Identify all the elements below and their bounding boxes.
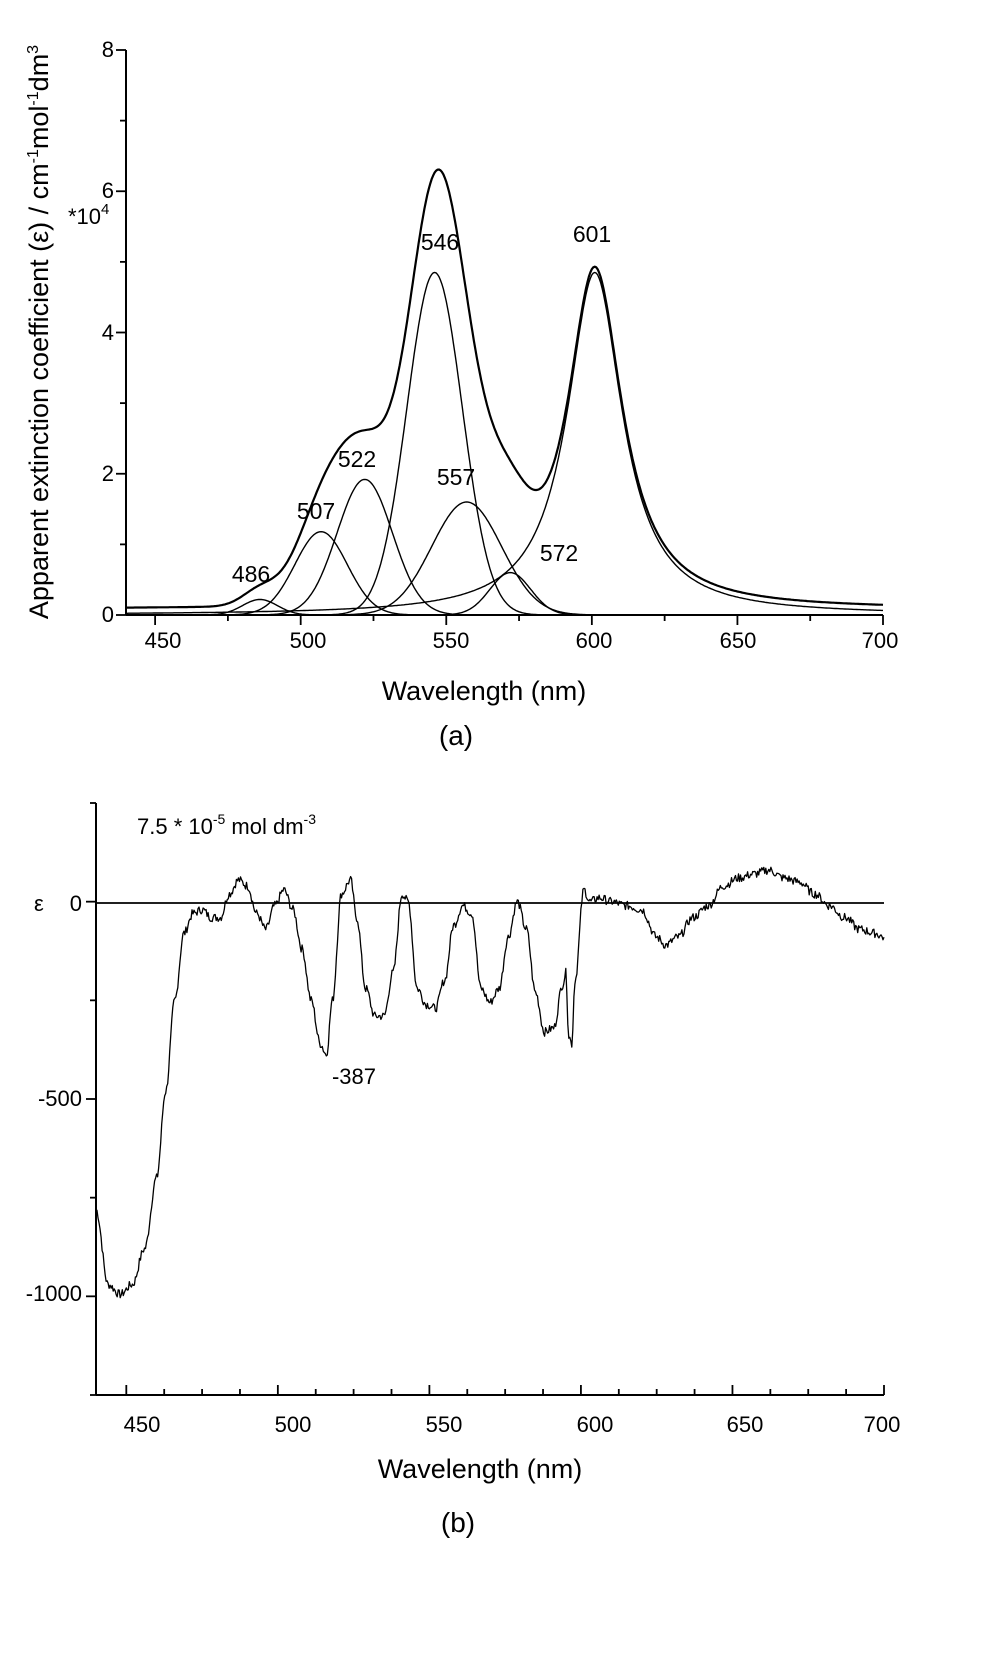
x-axis-title-b: Wavelength (nm) (378, 1454, 583, 1484)
y-tick-label-0: 0 (102, 602, 114, 627)
peak-label-546: 546 (421, 229, 459, 255)
y-multiplier: *104 (68, 201, 109, 229)
y-tick-label-0: 0 (70, 891, 82, 916)
chart-panel-b: ε 0 -500 -1000 450 500 550 600 650 700 W… (26, 802, 901, 1538)
y-axis-title-epsilon: ε (24, 231, 54, 243)
x-tick-label-450: 450 (145, 628, 182, 653)
peak-label-601: 601 (573, 221, 611, 247)
concentration-main: 7.5 * 10 (137, 814, 213, 839)
x-tick-label-650: 650 (727, 1412, 764, 1437)
concentration-annotation: 7.5 * 10-5 mol dm-3 (137, 811, 316, 839)
chart-panel-a: 0 2 4 6 8 *104 450 500 550 600 650 700 W… (24, 37, 898, 751)
y-axis-title-sup-2: -1 (25, 91, 42, 105)
x-tick-label-550: 550 (433, 628, 470, 653)
peak-label-522: 522 (338, 446, 376, 472)
x-tick-label-600: 600 (577, 1412, 614, 1437)
peak-label-557: 557 (437, 464, 475, 490)
x-tick-label-500: 500 (275, 1412, 312, 1437)
concentration-exponent-2: -3 (304, 811, 317, 827)
y-multiplier-exponent: 4 (101, 201, 109, 218)
x-tick-label-650: 650 (720, 628, 757, 653)
component-curve-601 (126, 271, 883, 614)
curves-a (126, 168, 884, 616)
y-axis-title-dm: dm (24, 54, 54, 92)
panel-label-b: (b) (441, 1507, 475, 1538)
y-axis-title-sup-3: 3 (25, 45, 42, 54)
y-axis-title-b: ε (34, 891, 44, 916)
x-tick-label-450: 450 (124, 1412, 161, 1437)
x-axis-title-a: Wavelength (nm) (382, 676, 587, 706)
concentration-unit: mol dm (225, 814, 303, 839)
y-tick-label-6: 6 (102, 178, 114, 203)
y-tick-label-neg500: -500 (38, 1086, 82, 1111)
minimum-label: -387 (332, 1064, 376, 1089)
y-tick-label-8: 8 (102, 37, 114, 62)
component-curve-522 (126, 478, 883, 616)
peak-label-486: 486 (232, 561, 270, 587)
y-tick-label-2: 2 (102, 461, 114, 486)
x-tick-label-500: 500 (290, 628, 327, 653)
ticks-a (116, 49, 884, 625)
y-axis-title-main: Apparent extinction coefficient ( (24, 243, 54, 619)
difference-spectrum-line (95, 866, 885, 1299)
concentration-exponent: -5 (213, 811, 226, 827)
x-tick-label-700: 700 (864, 1412, 901, 1437)
y-multiplier-base: *10 (68, 204, 101, 229)
y-axis-title-unit: ) / cm (24, 163, 54, 231)
peak-label-507: 507 (297, 498, 335, 524)
y-tick-label-4: 4 (102, 320, 114, 345)
y-axis-title-a: Apparent extinction coefficient (ε) / cm… (24, 45, 54, 619)
y-axis-title-sup-1: -1 (25, 149, 42, 163)
y-tick-label-neg1000: -1000 (26, 1281, 82, 1306)
x-tick-label-700: 700 (862, 628, 899, 653)
curves-b (95, 866, 885, 1299)
x-tick-label-600: 600 (576, 628, 613, 653)
y-axis-title-mol: mol (24, 106, 54, 150)
peak-label-572: 572 (540, 540, 578, 566)
panel-label-a: (a) (439, 720, 473, 751)
ticks-b (86, 802, 885, 1396)
envelope-curve (126, 168, 884, 609)
x-tick-label-550: 550 (426, 1412, 463, 1437)
